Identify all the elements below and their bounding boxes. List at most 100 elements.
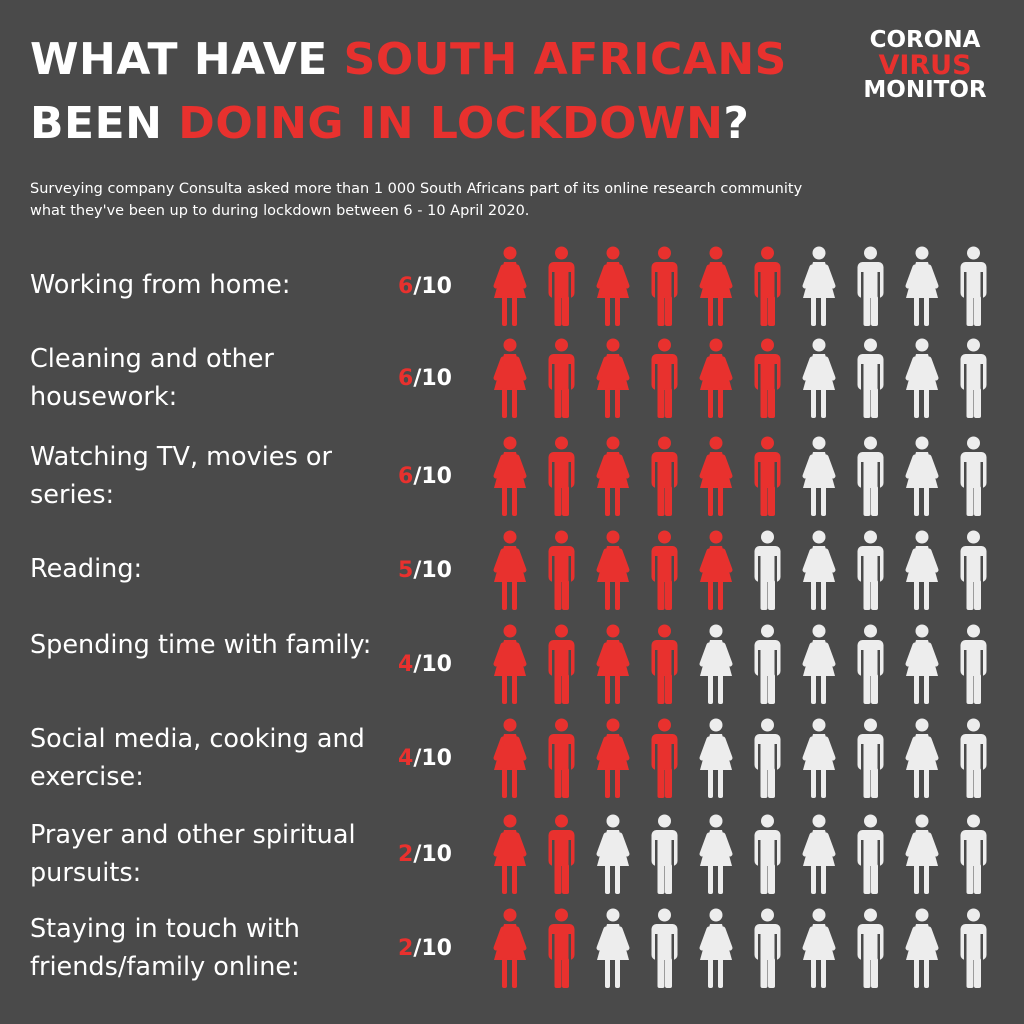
score-value: 5 [398,558,414,583]
row-score: 4/10 [398,650,478,680]
person-icon-empty-5 [699,814,733,894]
person-icon-empty-8 [857,908,884,988]
person-icon-empty-4 [651,814,678,894]
row-label: Reading: [30,554,143,584]
person-icon-filled-6 [754,246,781,326]
score-value: 4 [398,652,414,677]
title-line-2: BEEN DOING IN LOCKDOWN? [30,98,750,149]
person-icon-empty-5 [699,718,733,798]
row-label: Working from home: [30,270,291,300]
person-icon-empty-8 [857,624,884,704]
score-denominator: /10 [413,464,452,489]
person-icon-filled-3 [596,718,630,798]
subtitle: Surveying company Consulta asked more th… [30,181,803,219]
person-icon-empty-8 [857,246,884,326]
person-icon-empty-10 [960,718,987,798]
row-label: Watching TV, movies or series: [30,442,332,510]
person-icon-empty-10 [960,436,987,516]
person-icon-empty-9 [905,814,939,894]
row-score: 2/10 [398,934,478,964]
person-icon-empty-6 [754,624,781,704]
person-icon-filled-6 [754,436,781,516]
score-denominator: /10 [413,746,452,771]
row-score: 6/10 [398,364,478,394]
person-icon-empty-6 [754,530,781,610]
people-icons [493,908,987,988]
person-icon-filled-1 [493,338,527,418]
logo-line-1: CORONA [869,27,981,53]
person-icon-empty-8 [857,814,884,894]
person-icon-empty-7 [802,718,836,798]
person-icon-filled-3 [596,530,630,610]
person-icon-filled-2 [548,908,575,988]
person-icon-filled-3 [596,624,630,704]
person-icon-filled-1 [493,814,527,894]
people-icons [493,436,987,516]
row-score: 5/10 [398,556,478,586]
person-icon-filled-2 [548,338,575,418]
people-icons [493,624,987,704]
person-icon-empty-9 [905,624,939,704]
score-value: 4 [398,746,414,771]
people-icons [493,718,987,798]
score-value: 6 [398,274,414,299]
person-icon-empty-5 [699,908,733,988]
person-icon-empty-8 [857,530,884,610]
person-icon-empty-8 [857,436,884,516]
person-icon-empty-7 [802,436,836,516]
person-icon-empty-10 [960,624,987,704]
row-label: Prayer and other spiritual pursuits: [30,820,356,888]
person-icon-empty-5 [699,624,733,704]
row-label: Cleaning and other housework: [30,344,274,412]
logo-line-3: MONITOR [863,77,987,103]
person-icon-empty-9 [905,530,939,610]
person-icon-filled-4 [651,718,678,798]
score-value: 6 [398,366,414,391]
row-score: 6/10 [398,272,478,302]
person-icon-empty-6 [754,814,781,894]
score-value: 2 [398,842,414,867]
person-icon-filled-3 [596,338,630,418]
person-icon-empty-10 [960,338,987,418]
person-icon-filled-2 [548,436,575,516]
person-icon-filled-4 [651,338,678,418]
people-icons [493,530,987,610]
person-icon-empty-10 [960,246,987,326]
row-label: Spending time with family: [30,630,372,660]
person-icon-filled-3 [596,246,630,326]
row-label: Staying in touch with friends/family onl… [30,914,300,982]
person-icon-empty-7 [802,530,836,610]
person-icon-empty-7 [802,908,836,988]
person-icon-empty-7 [802,814,836,894]
person-icon-filled-4 [651,246,678,326]
person-icon-empty-3 [596,908,630,988]
person-icon-filled-1 [493,718,527,798]
person-icon-empty-10 [960,814,987,894]
person-icon-filled-3 [596,436,630,516]
people-icons [493,814,987,894]
person-icon-empty-9 [905,246,939,326]
person-icon-empty-3 [596,814,630,894]
person-icon-filled-4 [651,436,678,516]
person-icon-filled-1 [493,624,527,704]
person-icon-filled-5 [699,530,733,610]
score-denominator: /10 [413,558,452,583]
person-icon-empty-6 [754,718,781,798]
score-denominator: /10 [413,936,452,961]
people-icons [493,338,987,418]
row-score: 4/10 [398,744,478,774]
person-icon-empty-7 [802,338,836,418]
person-icon-filled-2 [548,814,575,894]
person-icon-filled-4 [651,530,678,610]
person-icon-filled-1 [493,436,527,516]
person-icon-empty-10 [960,530,987,610]
person-icon-empty-9 [905,718,939,798]
person-icon-filled-6 [754,338,781,418]
coronavirus-monitor-logo: CORONA VIRUS MONITOR [860,28,990,103]
person-icon-filled-2 [548,718,575,798]
person-icon-empty-6 [754,908,781,988]
person-icon-filled-1 [493,246,527,326]
page-title: WHAT HAVE SOUTH AFRICANS BEEN DOING IN L… [30,28,860,156]
person-icon-empty-9 [905,338,939,418]
person-icon-empty-10 [960,908,987,988]
